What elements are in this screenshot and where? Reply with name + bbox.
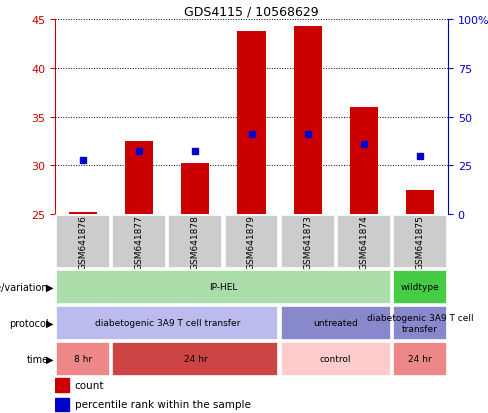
Bar [393, 343, 447, 376]
Text: diabetogenic 3A9 T cell transfer: diabetogenic 3A9 T cell transfer [95, 319, 240, 328]
Text: diabetogenic 3A9 T cell transfer: diabetogenic 3A9 T cell transfer [366, 313, 473, 333]
Bar [125, 142, 153, 214]
Bar [168, 216, 223, 268]
Text: IP-HEL: IP-HEL [209, 283, 238, 292]
Bar [55, 379, 69, 392]
Text: genotype/variation: genotype/variation [0, 282, 48, 292]
Bar [337, 216, 391, 268]
Title: GDS4115 / 10568629: GDS4115 / 10568629 [184, 6, 319, 19]
Text: GSM641877: GSM641877 [135, 214, 143, 269]
Bar [112, 343, 279, 376]
Text: 24 hr: 24 hr [408, 355, 432, 363]
Bar [281, 216, 335, 268]
Text: wildtype: wildtype [401, 283, 439, 292]
Bar [182, 164, 209, 214]
Text: GSM641879: GSM641879 [247, 214, 256, 269]
Bar [112, 216, 166, 268]
Bar [69, 213, 97, 214]
Text: ▶: ▶ [46, 354, 53, 364]
Text: 8 hr: 8 hr [74, 355, 92, 363]
Text: time: time [26, 354, 48, 364]
Text: control: control [320, 355, 351, 363]
Bar [56, 343, 110, 376]
Text: ▶: ▶ [46, 318, 53, 328]
Bar [294, 27, 322, 214]
Bar [55, 398, 69, 411]
Text: GSM641874: GSM641874 [359, 215, 368, 269]
Bar [56, 216, 110, 268]
Bar [238, 32, 265, 214]
Bar [224, 216, 279, 268]
Text: GSM641875: GSM641875 [415, 214, 425, 269]
Text: GSM641873: GSM641873 [303, 214, 312, 269]
Bar [393, 216, 447, 268]
Bar [56, 271, 391, 304]
Bar [393, 307, 447, 340]
Bar [56, 307, 279, 340]
Text: count: count [75, 380, 104, 390]
Text: protocol: protocol [9, 318, 48, 328]
Text: untreated: untreated [313, 319, 358, 328]
Text: GSM641878: GSM641878 [191, 214, 200, 269]
Bar [281, 307, 391, 340]
Bar [393, 271, 447, 304]
Text: 24 hr: 24 hr [183, 355, 207, 363]
Bar [281, 343, 391, 376]
Text: GSM641876: GSM641876 [79, 214, 87, 269]
Text: percentile rank within the sample: percentile rank within the sample [75, 399, 250, 409]
Bar [406, 190, 434, 214]
Text: ▶: ▶ [46, 282, 53, 292]
Bar [350, 107, 378, 214]
